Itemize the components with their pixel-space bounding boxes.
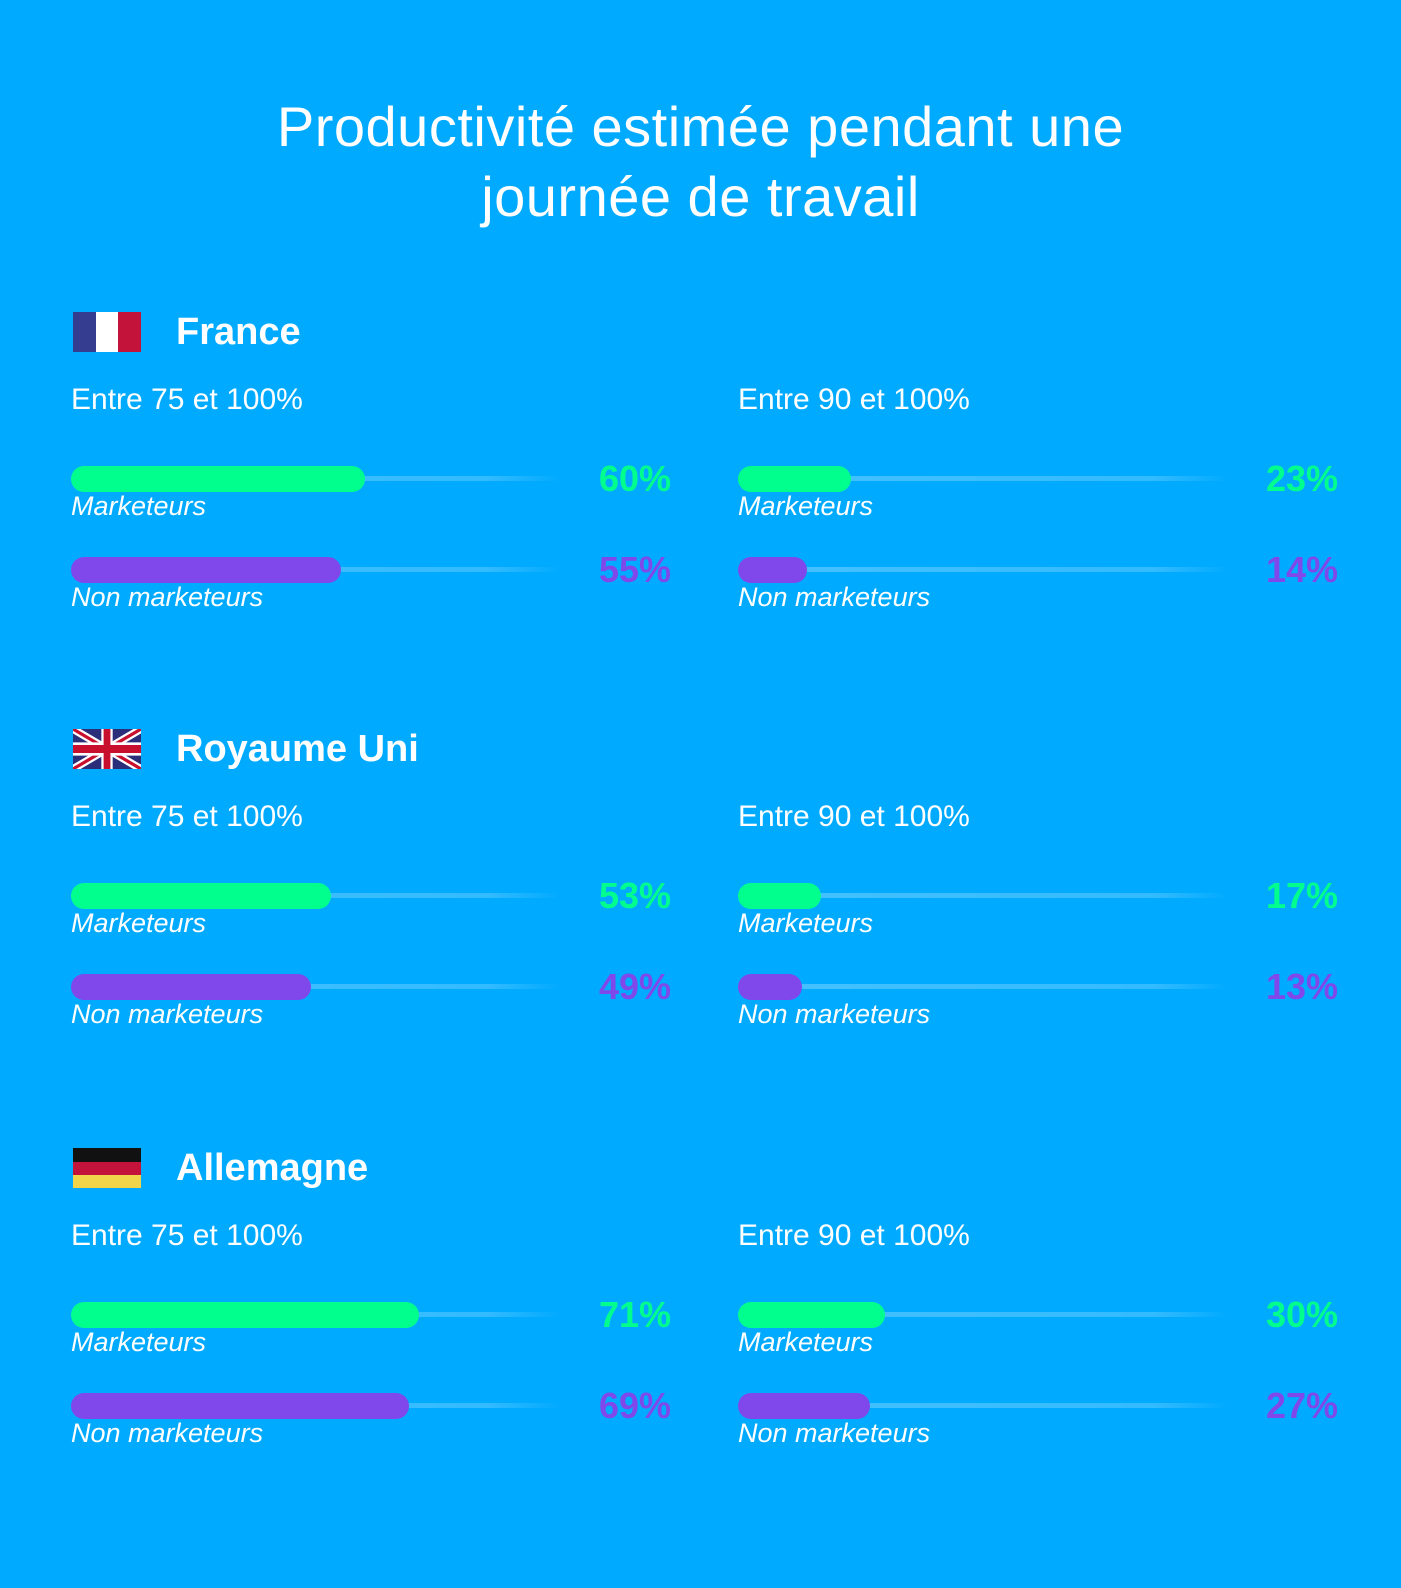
bar-non-marketeurs — [738, 974, 802, 1000]
bar-track — [738, 567, 1228, 572]
series-label: Non marketeurs — [71, 1418, 264, 1448]
bar-row: 53% — [71, 875, 671, 916]
value-label: 49% — [598, 966, 671, 1007]
country-name: Royaume Uni — [176, 728, 419, 770]
flag-germany-icon — [73, 1148, 141, 1188]
bar-track — [738, 1403, 1228, 1408]
bar-marketeurs — [71, 1302, 419, 1328]
bar-row: 30% — [738, 1294, 1338, 1335]
range-label: Entre 90 et 100% — [738, 800, 970, 833]
range-label: Entre 75 et 100% — [71, 1219, 303, 1252]
bar-marketeurs — [738, 883, 821, 909]
country-header: France — [73, 312, 301, 352]
series-label: Marketeurs — [71, 1327, 207, 1357]
range-label: Entre 75 et 100% — [71, 800, 303, 833]
bar-non-marketeurs — [71, 1393, 409, 1419]
bar-track — [71, 984, 561, 989]
value-label: 23% — [1265, 458, 1338, 499]
bar-row: 13% — [738, 966, 1338, 1007]
value-label: 14% — [1265, 549, 1338, 590]
bar-marketeurs — [738, 466, 851, 492]
series-label: Marketeurs — [71, 908, 207, 938]
bar-row: 69% — [71, 1385, 671, 1426]
country-section: Allemagne Entre 75 et 100% 71% Marketeurs 69… — [0, 1148, 1401, 1508]
series-label: Marketeurs — [738, 908, 874, 938]
value-label: 30% — [1265, 1294, 1338, 1335]
bar-row: 23% — [738, 458, 1338, 499]
country-name: Allemagne — [176, 1147, 369, 1189]
bar-row: 27% — [738, 1385, 1338, 1426]
value-label: 13% — [1265, 966, 1338, 1007]
series-label: Marketeurs — [738, 1327, 874, 1357]
flag-france-icon — [73, 312, 141, 352]
country-name: France — [176, 311, 301, 353]
country-section: Royaume Uni Entre 75 et 100% 53% Marketeurs… — [0, 725, 1401, 1089]
bar-track — [738, 1312, 1228, 1317]
bar-marketeurs — [71, 883, 331, 909]
value-label: 60% — [598, 458, 671, 499]
country-header: Allemagne — [73, 1148, 368, 1188]
bar-track — [738, 893, 1228, 898]
bar-row: 14% — [738, 549, 1338, 590]
country-header: Royaume Uni — [71, 725, 419, 773]
bar-non-marketeurs — [71, 974, 311, 1000]
flag-uk-icon — [71, 725, 143, 773]
range-label: Entre 75 et 100% — [71, 383, 303, 416]
series-label: Non marketeurs — [738, 582, 931, 612]
bar-marketeurs — [71, 466, 365, 492]
chart-title-line-1: Productivité estimée pendant une — [276, 95, 1125, 158]
bar-track — [738, 476, 1228, 481]
series-label: Non marketeurs — [738, 999, 931, 1029]
country-section: France Entre 75 et 100% 60% Marketeurs 55% No… — [0, 312, 1401, 672]
chart-title-line-2: journée de travail — [481, 165, 920, 228]
value-label: 17% — [1265, 875, 1338, 916]
bar-non-marketeurs — [738, 557, 807, 583]
value-label: 53% — [598, 875, 671, 916]
bar-row: 55% — [71, 549, 671, 590]
value-label: 27% — [1265, 1385, 1338, 1426]
chart-title: Productivité estimée pendant une journée… — [0, 92, 1401, 232]
bar-row: 60% — [71, 458, 671, 499]
value-label: 69% — [598, 1385, 671, 1426]
series-label: Marketeurs — [738, 491, 874, 521]
series-label: Non marketeurs — [71, 582, 264, 612]
bar-non-marketeurs — [71, 557, 341, 583]
bar-non-marketeurs — [738, 1393, 870, 1419]
series-label: Non marketeurs — [71, 999, 264, 1029]
range-label: Entre 90 et 100% — [738, 1219, 970, 1252]
series-label: Non marketeurs — [738, 1418, 931, 1448]
bar-marketeurs — [738, 1302, 885, 1328]
bar-row: 71% — [71, 1294, 671, 1335]
series-label: Marketeurs — [71, 491, 207, 521]
range-label: Entre 90 et 100% — [738, 383, 970, 416]
bar-track — [738, 984, 1228, 989]
value-label: 71% — [598, 1294, 671, 1335]
bar-row: 49% — [71, 966, 671, 1007]
value-label: 55% — [598, 549, 671, 590]
bar-row: 17% — [738, 875, 1338, 916]
